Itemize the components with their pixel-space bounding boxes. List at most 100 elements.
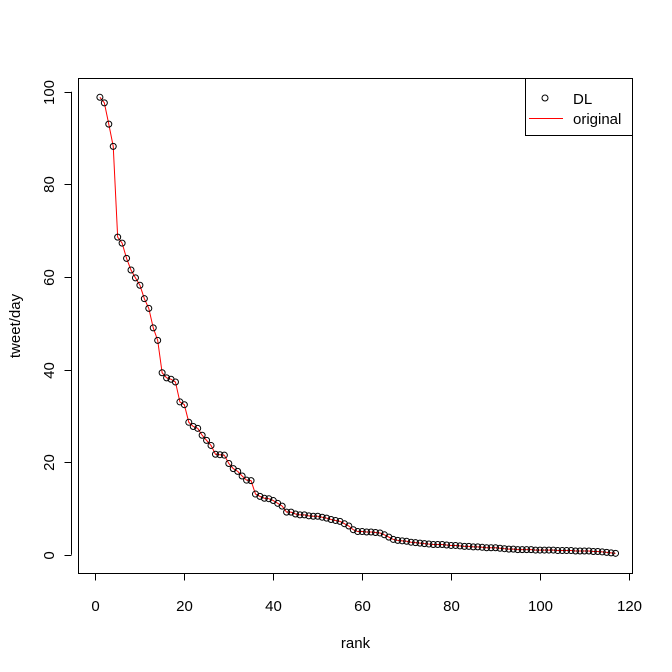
dl-point — [189, 422, 197, 430]
dl-point — [105, 120, 113, 128]
dl-point — [198, 431, 206, 439]
dl-point — [300, 511, 308, 519]
dl-point — [403, 537, 411, 545]
dl-point — [389, 535, 397, 543]
dl-point — [572, 547, 580, 555]
dl-point — [478, 543, 486, 551]
dl-point — [238, 472, 246, 480]
dl-point — [127, 266, 135, 274]
dl-point — [598, 548, 606, 556]
dl-point — [465, 542, 473, 550]
dl-point — [145, 304, 153, 312]
legend-label-original: original — [573, 111, 621, 128]
dl-point — [203, 436, 211, 444]
dl-point — [563, 547, 571, 555]
y-axis-label: tweet/day — [7, 293, 24, 358]
dl-point — [278, 502, 286, 510]
dl-point — [580, 547, 588, 555]
dl-point — [540, 546, 548, 554]
dl-point — [305, 512, 313, 520]
dl-point — [429, 541, 437, 549]
dl-point — [323, 514, 331, 522]
x-tick-label: 80 — [443, 598, 460, 615]
dl-point — [438, 541, 446, 549]
y-tick-label: 100 — [41, 80, 58, 105]
y-tick-label: 20 — [41, 454, 58, 471]
x-tick-label: 100 — [528, 598, 553, 615]
dl-point — [483, 544, 491, 552]
dl-point — [216, 451, 224, 459]
dl-point — [474, 543, 482, 551]
dl-point — [412, 539, 420, 547]
dl-point — [109, 142, 117, 150]
dl-point — [416, 539, 424, 547]
legend-label-dl: DL — [573, 91, 592, 108]
y-tick-label: 60 — [41, 269, 58, 286]
dl-point — [163, 374, 171, 382]
dl-point — [518, 546, 526, 554]
dl-point — [367, 528, 375, 536]
dl-point — [225, 460, 233, 468]
dl-point — [194, 424, 202, 432]
x-tick-label: 20 — [176, 598, 193, 615]
dl-point — [349, 526, 357, 534]
dl-point — [612, 549, 620, 557]
dl-point — [460, 542, 468, 550]
dl-point — [576, 547, 584, 555]
dl-point — [536, 546, 544, 554]
x-tick-label: 40 — [265, 598, 282, 615]
dl-point — [532, 546, 540, 554]
dl-point — [154, 336, 162, 344]
dl-point — [420, 540, 428, 548]
dl-point — [314, 512, 322, 520]
dl-point — [487, 544, 495, 552]
y-tick-label: 40 — [41, 362, 58, 379]
dl-point — [265, 495, 273, 503]
dl-point — [171, 378, 179, 386]
x-tick-label: 60 — [354, 598, 371, 615]
y-tick-label: 0 — [41, 551, 58, 559]
dl-point — [456, 542, 464, 550]
dl-point — [207, 441, 215, 449]
series-dl-points — [96, 93, 620, 557]
dl-point — [398, 537, 406, 545]
dl-point — [376, 529, 384, 537]
legend-marker-dl — [541, 94, 549, 102]
y-tick-label: 80 — [41, 176, 58, 193]
dl-point — [358, 528, 366, 536]
legend-box — [525, 78, 633, 136]
dl-point — [434, 541, 442, 549]
dl-point — [509, 545, 517, 553]
x-axis: 0 20 40 60 80 100 120 — [91, 573, 642, 615]
dl-point — [118, 239, 126, 247]
dl-point — [114, 233, 122, 241]
dl-point — [407, 538, 415, 546]
dl-point — [394, 536, 402, 544]
dl-point — [554, 547, 562, 555]
dl-point — [514, 546, 522, 554]
dl-point — [149, 324, 157, 332]
dl-point — [140, 295, 148, 303]
dl-point — [260, 494, 268, 502]
dl-point — [247, 477, 255, 485]
dl-point — [549, 546, 557, 554]
dl-point — [296, 511, 304, 519]
dl-point — [443, 541, 451, 549]
dl-point — [309, 512, 317, 520]
dl-point — [505, 545, 513, 553]
x-axis-label: rank — [341, 635, 371, 652]
dl-point — [558, 547, 566, 555]
dl-point — [567, 547, 575, 555]
dl-point — [211, 450, 219, 458]
dl-point — [492, 544, 500, 552]
dl-point — [425, 540, 433, 548]
dl-point — [96, 93, 104, 101]
dl-point — [345, 522, 353, 530]
dl-point — [131, 274, 139, 282]
dl-point — [594, 547, 602, 555]
y-axis: 0 20 40 60 80 100 — [41, 80, 72, 560]
dl-point — [180, 401, 188, 409]
dl-point — [256, 492, 264, 500]
dl-point — [234, 467, 242, 475]
